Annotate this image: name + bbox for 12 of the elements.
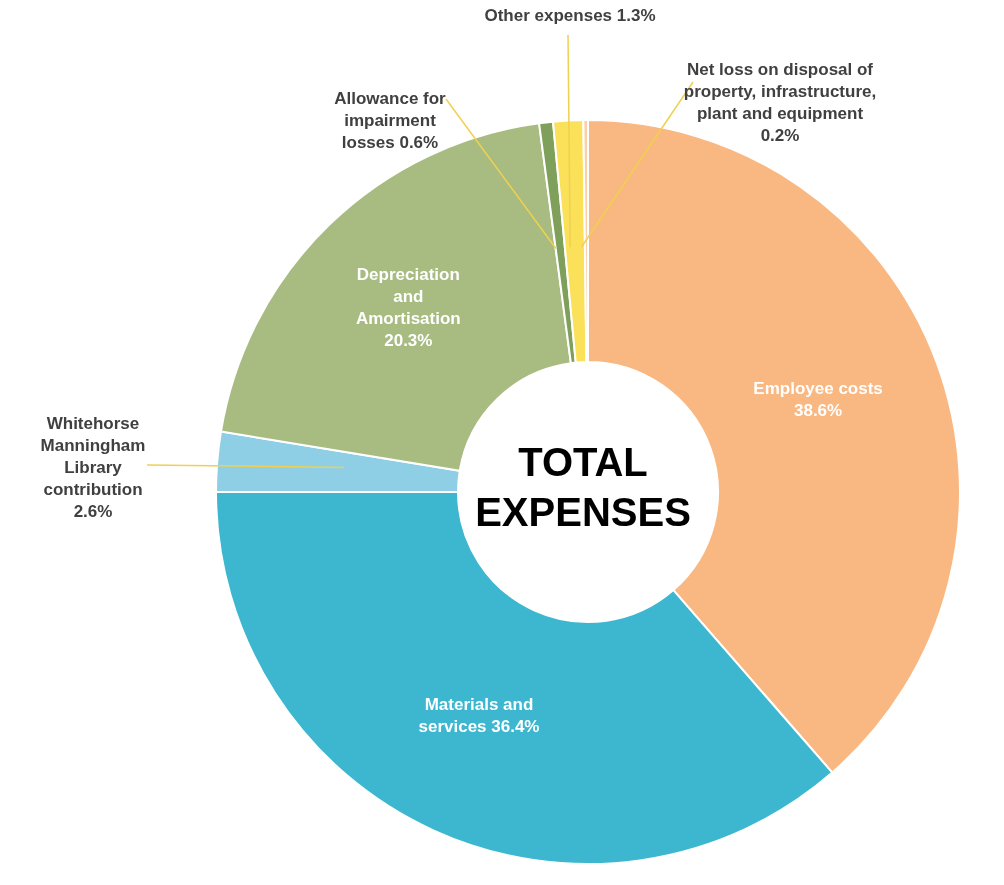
slice-label: Materials and services 36.4% xyxy=(418,694,540,736)
slice-label: Depreciation and Amortisation xyxy=(355,264,461,328)
slice-label: Net loss on disposal of property, infrastructure, plant and equipment xyxy=(683,59,877,123)
slice-label: Whitehorse Manningham Library contribution xyxy=(40,413,146,499)
slice-label: Employee costs xyxy=(753,378,883,398)
data-label: 0.2% xyxy=(760,125,800,145)
slice-label: Allowance for impairment losses 0.6% xyxy=(334,88,447,152)
data-label: 38.6% xyxy=(793,400,843,420)
text: TOTAL EXPENSES xyxy=(475,440,691,534)
data-label: 20.3% xyxy=(384,330,433,350)
data-label: 2.6% xyxy=(73,501,113,521)
slice-label: Other expenses 1.3% xyxy=(484,5,656,25)
